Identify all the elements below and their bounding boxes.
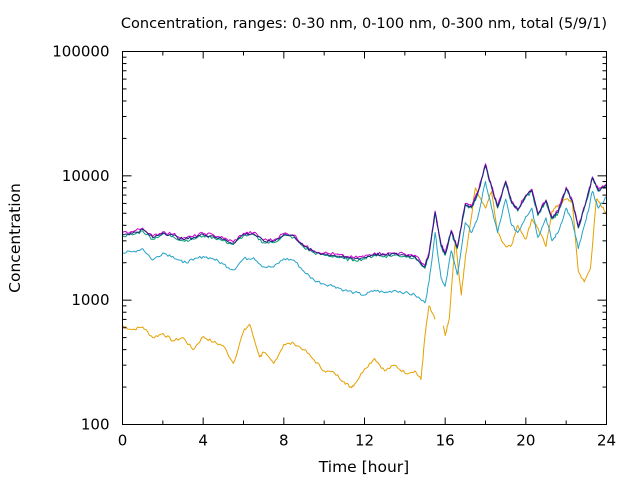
y-axis-label: Concentration [6,183,24,293]
chart-title: Concentration, ranges: 0-30 nm, 0-100 nm… [121,16,607,32]
y-tick-label: 100000 [52,43,109,61]
series-line [122,181,607,304]
series-line [122,187,607,389]
series-line [122,164,607,268]
x-tick-label: 24 [597,432,616,450]
series-line [122,165,607,269]
series-line [122,163,607,266]
series-layer [122,163,607,389]
x-tick-label: 12 [355,432,374,450]
y-tick-label: 100 [81,416,110,434]
x-axis-label: Time [hour] [318,458,409,476]
y-tick-label: 1000 [71,291,109,309]
y-tick-label: 10000 [62,167,110,185]
x-tick-label: 0 [118,432,128,450]
x-tick-label: 8 [279,432,289,450]
x-tick-label: 4 [198,432,208,450]
axes-layer: 0 4 8 12 16 20 24 100 1000 10000 100000 [52,43,616,450]
x-tick-label: 16 [436,432,455,450]
x-tick-label: 20 [516,432,535,450]
